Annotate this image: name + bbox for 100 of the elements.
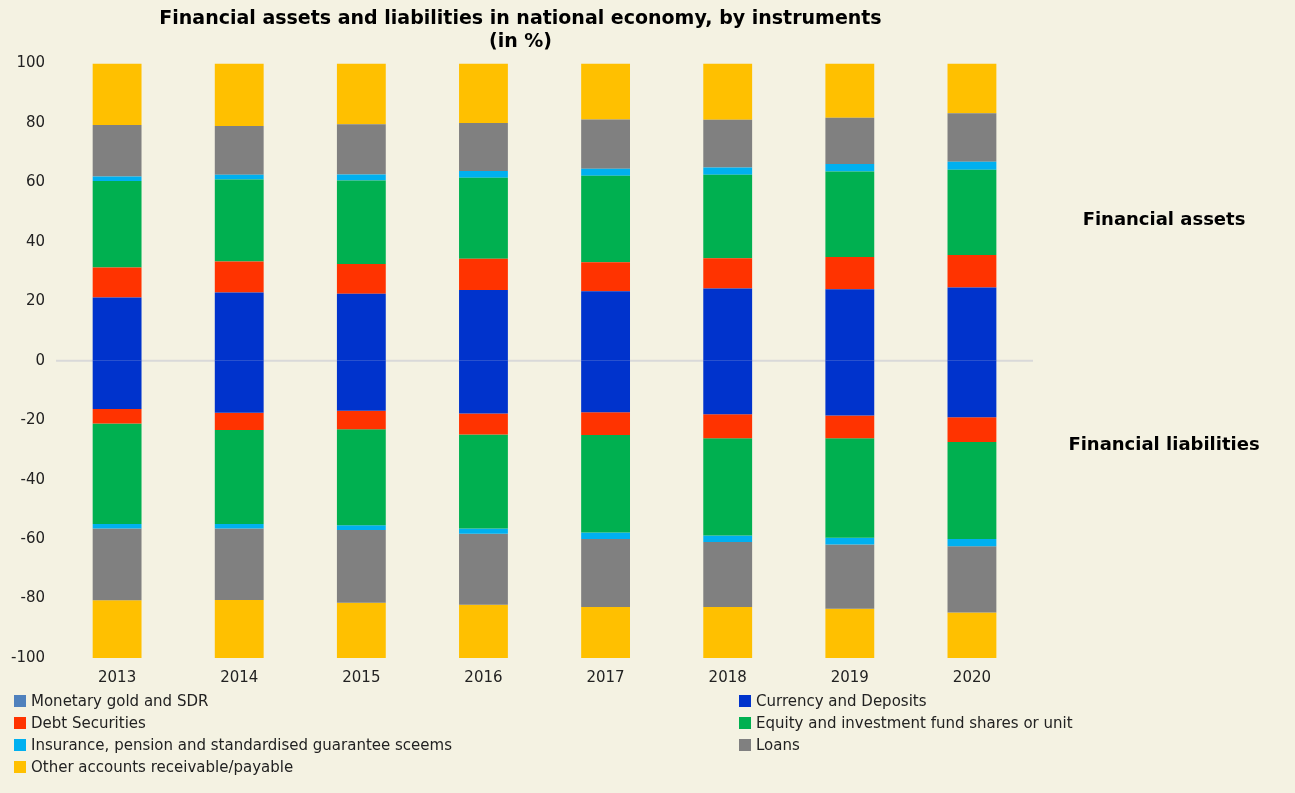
bar	[947, 441, 997, 540]
bar	[92, 523, 142, 529]
x-tick-label: 2014	[220, 667, 259, 686]
bar	[214, 600, 264, 658]
bar	[703, 542, 753, 607]
y-tick-label: 40	[25, 231, 46, 250]
legend-label: Monetary gold and SDR	[31, 692, 209, 710]
bar	[703, 258, 753, 289]
text: Financial liabilities	[1068, 432, 1260, 454]
bar	[825, 608, 875, 658]
bar	[459, 123, 508, 171]
bar	[214, 179, 264, 262]
x-tick-label: 2017	[586, 667, 625, 686]
bar	[214, 523, 264, 529]
bar	[92, 176, 142, 181]
y-tick-label: 0	[35, 350, 46, 369]
bar	[581, 539, 631, 607]
x-tick-label: 2013	[98, 667, 137, 686]
bar	[336, 174, 386, 181]
bar	[947, 612, 997, 658]
bar	[581, 175, 631, 263]
bar	[947, 255, 997, 288]
bar	[703, 414, 753, 439]
bar	[581, 435, 631, 533]
bar	[214, 430, 264, 524]
bar	[336, 525, 386, 530]
bar	[947, 539, 997, 547]
bar	[92, 180, 142, 268]
x-tick-label: 2020	[952, 667, 992, 686]
bar	[581, 532, 631, 540]
bar	[459, 434, 508, 529]
bar	[703, 167, 753, 175]
bar	[214, 63, 264, 127]
bar	[703, 438, 753, 536]
bar	[947, 63, 997, 114]
bar	[92, 423, 142, 524]
bar	[581, 168, 631, 176]
y-tick-label: 100	[16, 53, 46, 72]
bar	[459, 604, 508, 658]
bar	[336, 529, 386, 603]
bar	[214, 126, 264, 175]
bar	[336, 602, 386, 658]
y-tick-label: -40	[20, 469, 46, 488]
bar	[336, 429, 386, 526]
bar	[336, 180, 386, 264]
bar	[459, 533, 508, 605]
bar	[336, 124, 386, 175]
legend-label: Equity and investment fund shares or unit	[756, 714, 1073, 732]
bar	[92, 528, 142, 601]
x-tick-label: 2016	[464, 667, 503, 686]
chart-title: Financial assets and liabilities in national economy, by instruments (in %)	[159, 6, 882, 52]
bar	[703, 63, 753, 120]
bar	[92, 267, 142, 298]
bar	[703, 119, 753, 168]
bar	[703, 535, 753, 543]
text: Financial assets	[1082, 207, 1246, 229]
bar	[581, 119, 631, 169]
bar	[92, 125, 142, 177]
legend-label: Currency and Deposits	[756, 692, 927, 710]
y-tick-label: -80	[20, 588, 46, 607]
y-tick-label: 60	[25, 172, 46, 191]
bar	[581, 63, 631, 120]
bar	[459, 528, 508, 534]
bar	[459, 258, 508, 291]
bar	[825, 438, 875, 538]
x-tick-label: 2019	[830, 667, 869, 686]
legend-label: Other accounts receivable/payable	[31, 758, 294, 776]
legend-label: Insurance, pension and standardised guarantee sceems	[31, 736, 452, 754]
bar	[92, 408, 142, 424]
bar	[581, 262, 631, 292]
bar	[703, 174, 753, 259]
bar	[214, 412, 264, 431]
bar	[947, 417, 997, 442]
bar	[947, 169, 997, 255]
bar	[825, 164, 875, 172]
bar	[459, 63, 508, 124]
bar	[825, 257, 875, 290]
bar	[947, 546, 997, 613]
bar	[336, 410, 386, 430]
y-tick-label: -60	[20, 529, 46, 548]
bar	[825, 415, 875, 439]
bar	[214, 174, 264, 180]
bar	[336, 63, 386, 125]
bar	[336, 263, 386, 294]
bar	[459, 170, 508, 178]
bar	[581, 412, 631, 436]
bar	[703, 606, 753, 658]
x-tick-label: 2015	[342, 667, 381, 686]
bar	[92, 600, 142, 658]
bar	[825, 544, 875, 609]
legend-label: Loans	[756, 736, 800, 754]
bar	[825, 117, 875, 165]
bar	[947, 161, 997, 170]
bar	[214, 528, 264, 601]
bar	[214, 261, 264, 293]
bar	[459, 413, 508, 435]
bar	[825, 63, 875, 118]
legend-label: Debt Securities	[31, 714, 146, 732]
y-tick-label: 80	[25, 112, 46, 131]
bar	[92, 63, 142, 126]
